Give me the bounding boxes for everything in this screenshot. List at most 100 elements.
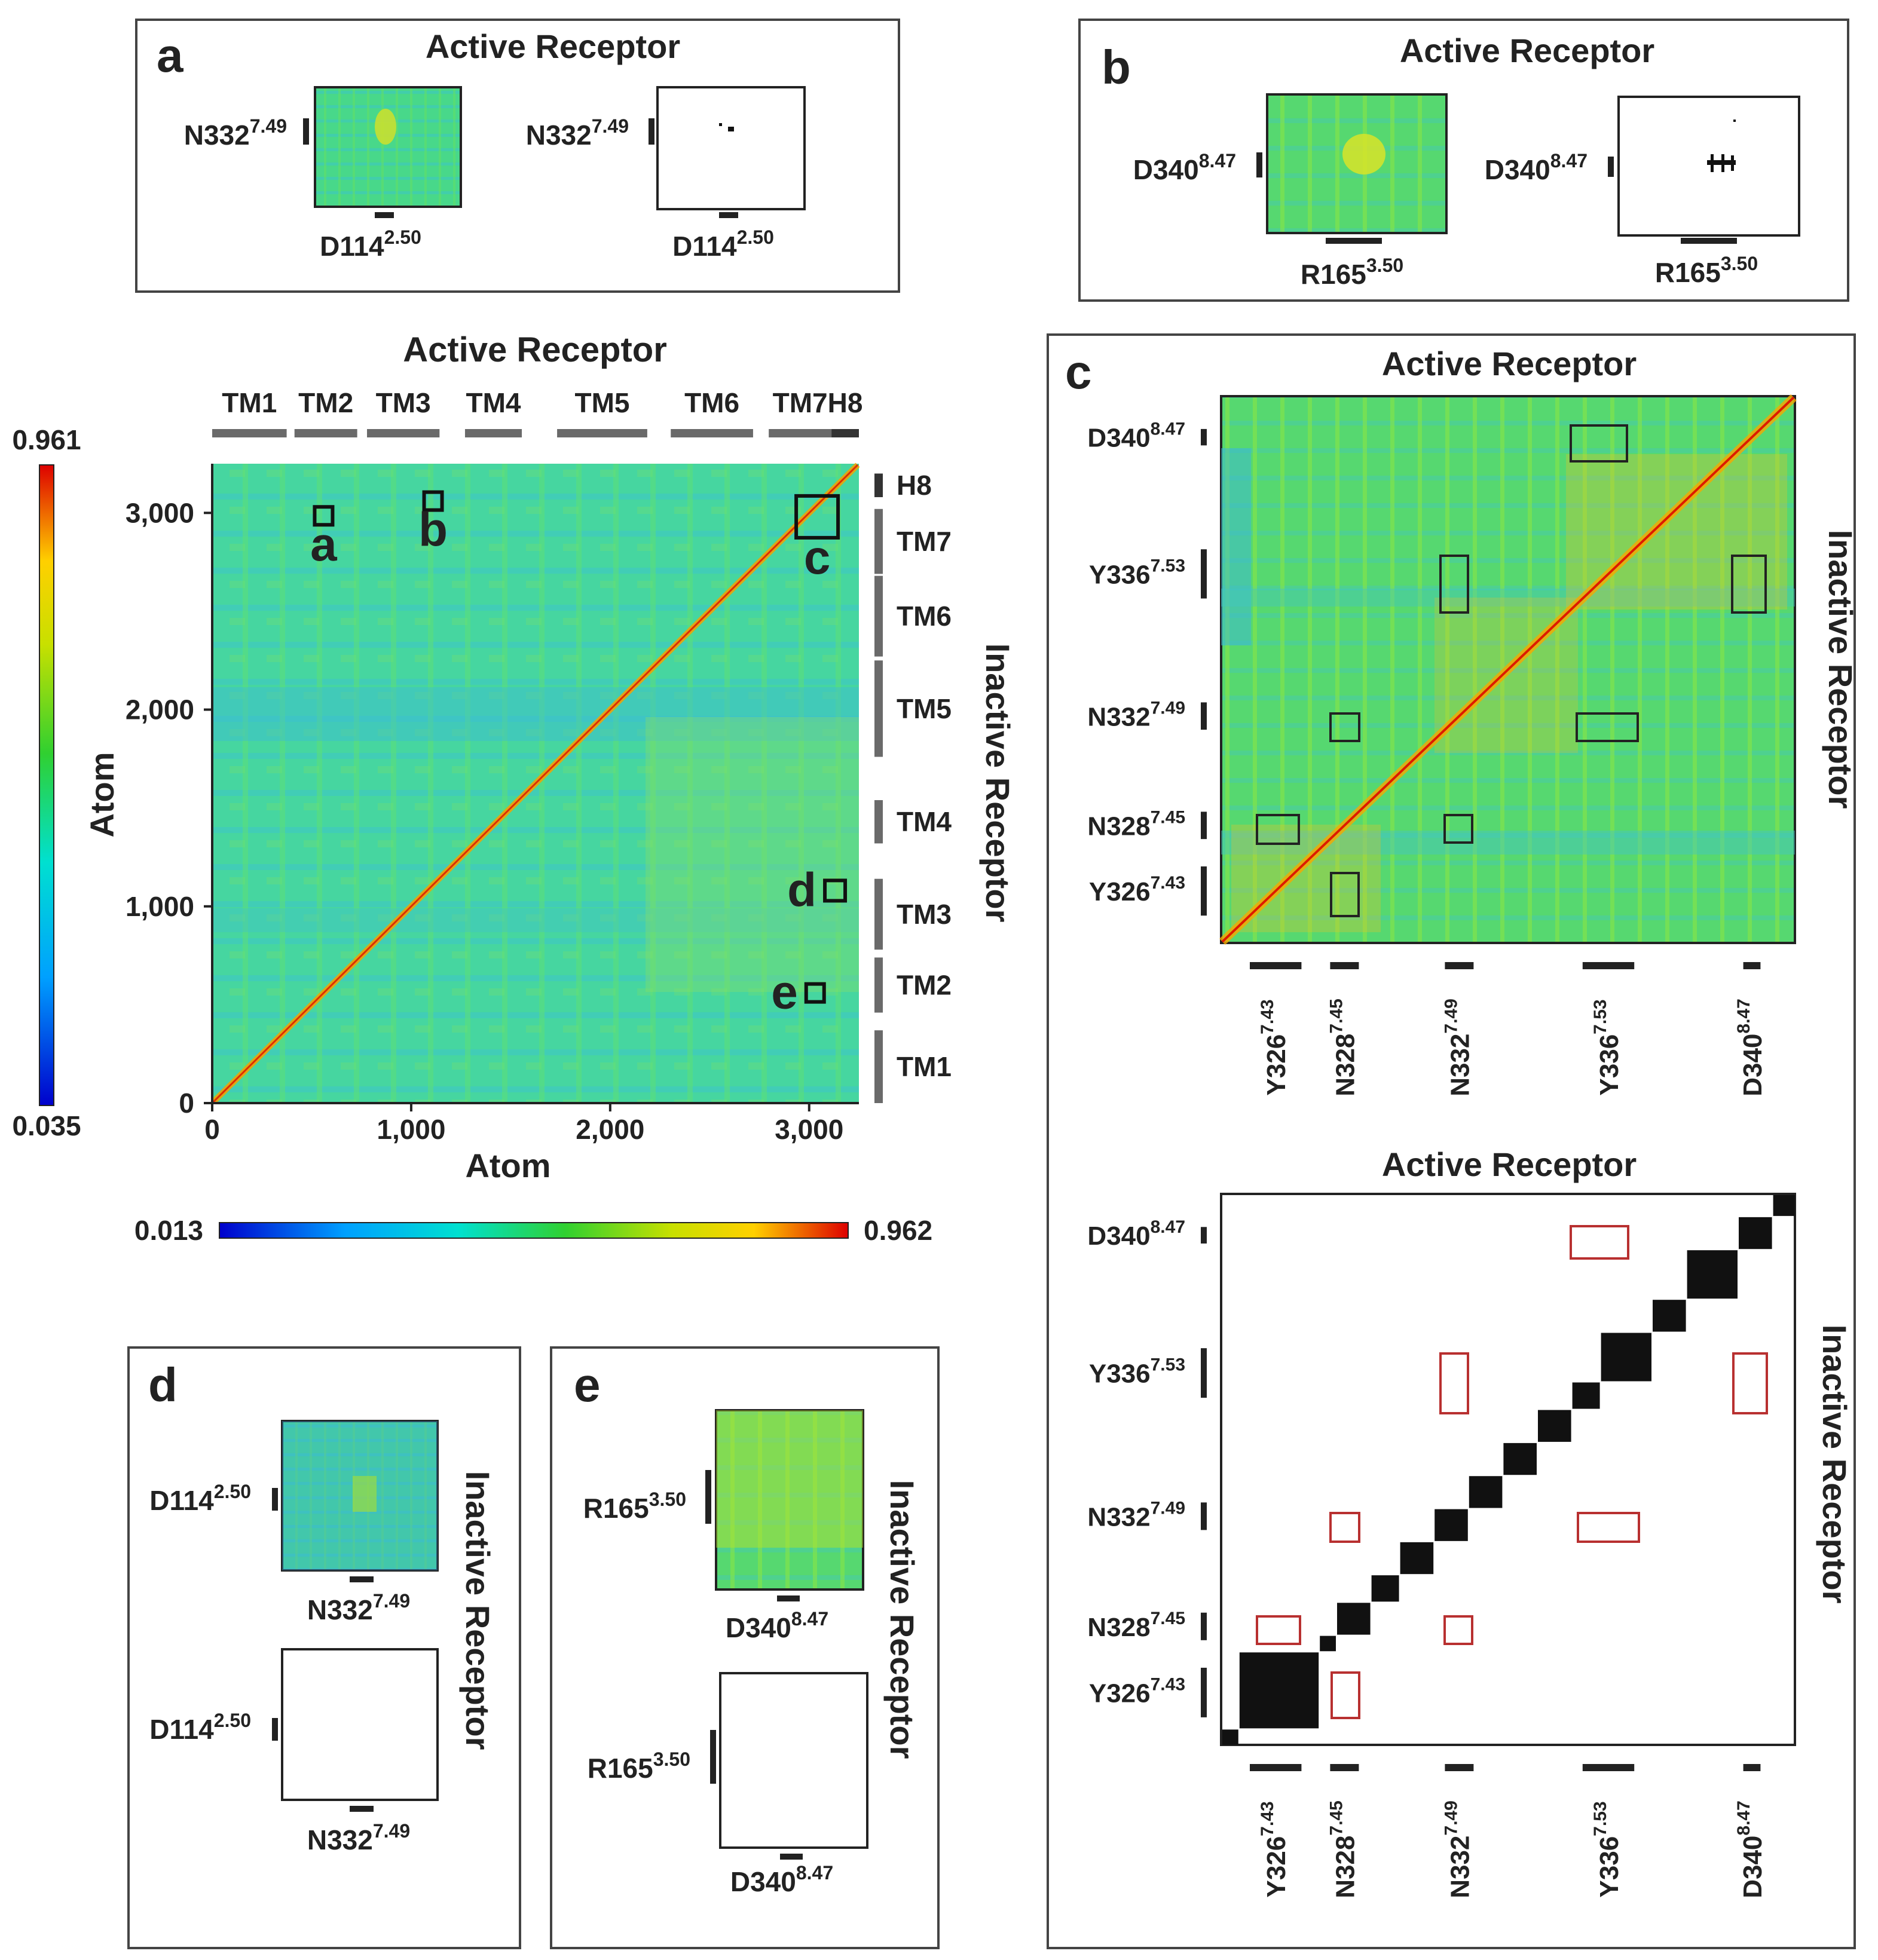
- y-ticks: 0 1,000 2,000 3,000: [126, 497, 212, 1119]
- panel-c: c Active Receptor Y3267.43 Y3267.43 N3287.…: [1047, 333, 1859, 1949]
- colorbar-horizontal: [219, 1222, 849, 1239]
- region-box-label: d: [787, 863, 816, 916]
- panel-e: e R1653.50 D3408.47 R1653.50 D3408.47 In…: [550, 1346, 940, 1949]
- right-segment-label: TM7: [897, 526, 952, 557]
- residue-col-label: D3408.47: [1734, 999, 1767, 1097]
- residue-col-label: N3287.45: [1326, 1800, 1360, 1898]
- panel-b-title: Active Receptor: [1400, 32, 1654, 69]
- colorbar-vertical: [39, 464, 54, 1106]
- residue-row-label: Y3267.43: [1089, 1674, 1185, 1708]
- region-box: [823, 878, 848, 903]
- contact-block: [1601, 1333, 1651, 1382]
- panel-b: b Active Receptor D3408.47 R1653.50 D340…: [1078, 19, 1849, 302]
- residue-bar-left: [1201, 428, 1207, 446]
- c-top-residue-labels: Y3267.43 Y3267.43 N3287.45 N3287.45 N3327.49…: [1087, 419, 1767, 1097]
- contact-block: [1337, 1603, 1371, 1635]
- right-segment-label: H8: [897, 470, 932, 501]
- panel-b-binary-col-label: R1653.50: [1655, 253, 1758, 288]
- right-segment-bar: [874, 878, 883, 950]
- residue-bar-left: [1201, 866, 1207, 916]
- x-tick-label: 0: [204, 1114, 220, 1145]
- panel-d: d D1142.50 N3327.49 D1142.50 N3327.49 In…: [127, 1346, 521, 1949]
- top-segment-bar: [212, 429, 287, 437]
- residue-bar-bottom: [1445, 962, 1474, 969]
- panel-e-binary-row-label: R1653.50: [588, 1748, 690, 1784]
- panel-e-col-label: D3408.47: [726, 1608, 828, 1643]
- panel-e-binary-map: [719, 1672, 868, 1849]
- x-axis-label: Atom: [465, 1147, 550, 1184]
- colorbar-horizontal-max: 0.962: [864, 1215, 932, 1246]
- residue-bar-bottom: [1250, 1764, 1302, 1771]
- c-top-side-label: Inactive Receptor: [1822, 530, 1859, 809]
- panel-a-row-label: N3327.49: [184, 115, 287, 151]
- residue-bar-left: [1201, 1227, 1207, 1244]
- panel-a-binary-col-label: D1142.50: [672, 226, 774, 262]
- panel-d-side-label: Inactive Receptor: [459, 1471, 497, 1750]
- region-box-label: a: [310, 517, 337, 571]
- right-segment-label: TM5: [897, 693, 952, 724]
- panel-b-binary-map: [1617, 96, 1800, 237]
- right-segment-label: TM4: [897, 806, 952, 837]
- top-segment-label: TM2: [298, 387, 353, 418]
- y-tick-label: 1,000: [126, 891, 194, 922]
- right-segment-label: TM2: [897, 969, 952, 1000]
- c-top-diagonal: [1221, 396, 1795, 943]
- panel-e-side-label: Inactive Receptor: [883, 1480, 921, 1759]
- panel-e-letter: e: [574, 1358, 601, 1411]
- residue-col-label: D3408.47: [1734, 1800, 1767, 1898]
- residue-row-label: N3327.49: [1087, 698, 1185, 731]
- x-tick-label: 2,000: [576, 1114, 644, 1145]
- contact-block: [1687, 1250, 1738, 1299]
- right-segment-bar: [874, 957, 883, 1013]
- right-segment-label: TM6: [897, 601, 952, 632]
- residue-bar-bottom: [1250, 962, 1302, 969]
- residue-bar-bottom: [1582, 1764, 1635, 1771]
- main-chart: Active Receptor TM1 TM2 TM3 TM4 TM5 TM6 TM7 H8 …: [12, 330, 1017, 1246]
- c-bottom-region-boxes: [1256, 1225, 1768, 1719]
- contact-block: [1469, 1476, 1503, 1508]
- contact-block: [1572, 1382, 1600, 1409]
- colorbar-horizontal-min: 0.013: [134, 1215, 203, 1246]
- right-segment-bar: [874, 473, 883, 497]
- panel-d-letter: d: [148, 1358, 178, 1411]
- residue-row-label: N3327.49: [1087, 1498, 1185, 1532]
- region-box-label: c: [804, 531, 831, 584]
- right-segment-bars: H8 TM7 TM6 TM5 TM4 TM3 TM2 TM1: [874, 470, 952, 1103]
- panel-b-binary-row-label: D3408.47: [1485, 150, 1588, 185]
- residue-bar-bottom: [1743, 962, 1761, 969]
- y-axis-label: Atom: [83, 752, 121, 837]
- panel-b-row-label: D3408.47: [1133, 150, 1236, 185]
- residue-bar-bottom: [1330, 1764, 1359, 1771]
- panel-d-binary-map: [281, 1648, 439, 1801]
- x-ticks: 0 1,000 2,000 3,000: [204, 1103, 843, 1145]
- top-segment-bar: [671, 429, 753, 437]
- top-segment-label: TM7: [773, 387, 828, 418]
- top-segment-label: TM4: [466, 387, 521, 418]
- residue-bar-left: [1201, 702, 1207, 730]
- panel-d-binary-col-label: N3327.49: [307, 1820, 410, 1855]
- c-bottom-title: Active Receptor: [1382, 1146, 1637, 1183]
- residue-row-label: Y3367.53: [1089, 1355, 1185, 1389]
- c-top-title: Active Receptor: [1382, 345, 1637, 382]
- y-tick-label: 2,000: [126, 694, 194, 725]
- c-top-region-boxes: [1256, 424, 1767, 917]
- top-segment-label: TM1: [222, 387, 277, 418]
- residue-col-label: Y3267.43: [1258, 1801, 1291, 1897]
- residue-bar-left: [1201, 811, 1207, 840]
- residue-col-label: N3327.49: [1441, 999, 1475, 1097]
- top-segment-bar: [769, 429, 832, 437]
- residue-col-label: N3327.49: [1441, 1800, 1475, 1898]
- panel-a-heatmap: [314, 86, 462, 208]
- region-box-label: e: [771, 966, 798, 1019]
- colorbar-vertical-max: 0.961: [12, 424, 81, 455]
- c-bottom-contact-blocks: [1222, 1195, 1795, 1745]
- panel-a-title: Active Receptor: [426, 27, 680, 65]
- panel-d-col-label: N3327.49: [307, 1590, 410, 1625]
- residue-bar-bottom: [1330, 962, 1359, 969]
- x-tick-label: 1,000: [377, 1114, 445, 1145]
- y-tick-label: 3,000: [126, 497, 194, 528]
- residue-row-label: Y3367.53: [1089, 556, 1185, 589]
- contact-block: [1538, 1410, 1571, 1442]
- top-segment-bar: [831, 429, 859, 437]
